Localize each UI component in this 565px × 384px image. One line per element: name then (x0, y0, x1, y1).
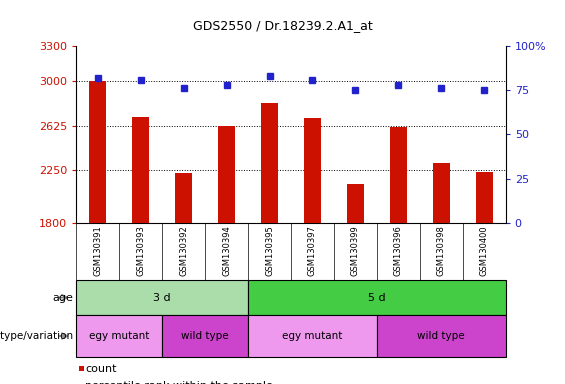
Bar (390, 127, 407, 223)
Text: GSM130399: GSM130399 (351, 226, 360, 276)
Bar (89, 81, 106, 223)
Text: wild type: wild type (181, 331, 229, 341)
Bar (76, 315, 162, 357)
Text: egy mutant: egy mutant (282, 331, 342, 341)
Bar (347, 184, 364, 223)
Text: 5 d: 5 d (368, 293, 386, 303)
Bar (476, 172, 493, 223)
Bar (248, 315, 377, 357)
Text: egy mutant: egy mutant (89, 331, 149, 341)
Bar (377, 315, 506, 357)
Bar (304, 118, 321, 223)
Bar (162, 315, 248, 357)
Bar (132, 117, 149, 223)
Text: GSM130397: GSM130397 (308, 226, 317, 276)
Text: GSM130391: GSM130391 (93, 226, 102, 276)
Text: GSM130398: GSM130398 (437, 226, 446, 276)
Text: age: age (53, 293, 73, 303)
Bar (261, 103, 278, 223)
Bar (248, 280, 506, 315)
Text: GSM130394: GSM130394 (222, 226, 231, 276)
Text: wild type: wild type (418, 331, 465, 341)
Text: GSM130392: GSM130392 (179, 226, 188, 276)
Text: 3 d: 3 d (153, 293, 171, 303)
Text: GDS2550 / Dr.18239.2.A1_at: GDS2550 / Dr.18239.2.A1_at (193, 19, 372, 32)
Text: GSM130400: GSM130400 (480, 226, 489, 276)
Bar (175, 173, 192, 223)
Bar (218, 126, 235, 223)
Text: genotype/variation: genotype/variation (0, 331, 73, 341)
Bar (433, 163, 450, 223)
Bar (76, 280, 248, 315)
Text: count: count (85, 364, 117, 374)
Text: GSM130395: GSM130395 (265, 226, 274, 276)
Text: GSM130393: GSM130393 (136, 226, 145, 276)
Text: percentile rank within the sample: percentile rank within the sample (85, 381, 273, 384)
Text: GSM130396: GSM130396 (394, 226, 403, 276)
